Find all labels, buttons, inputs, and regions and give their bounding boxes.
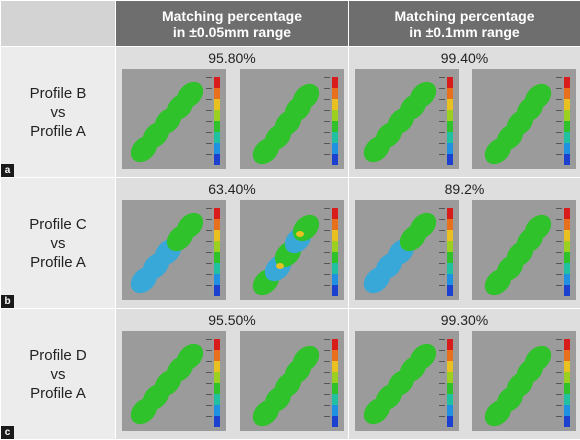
tooth-model-render <box>472 200 576 300</box>
scan-pair <box>116 200 348 300</box>
scan-image <box>240 331 344 431</box>
panel-tag: b <box>1 295 14 308</box>
match-percentage: 95.50% <box>116 309 348 331</box>
scan-image <box>240 69 344 169</box>
color-scale-bar <box>206 339 220 427</box>
scan-image <box>355 69 459 169</box>
color-scale-bar <box>439 339 453 427</box>
tooth-model-render <box>240 331 344 431</box>
tooth-model-render <box>355 200 459 300</box>
scan-image <box>355 200 459 300</box>
label-line: vs <box>1 234 115 253</box>
cell-0-1: 99.40% <box>349 47 580 178</box>
tooth-model-render <box>122 331 226 431</box>
scan-image <box>122 69 226 169</box>
color-scale-bar <box>206 77 220 165</box>
row-profile-d: Profile D vs Profile A c 95.50% 99.30% <box>1 309 580 440</box>
panel-tag: c <box>1 426 14 439</box>
header-0-05mm: Matching percentage in ±0.05mm range <box>116 1 349 47</box>
row-profile-b: Profile B vs Profile A a 95.80% 99.40% <box>1 47 580 178</box>
color-scale-bar <box>556 339 570 427</box>
label-line: vs <box>1 103 115 122</box>
scan-image <box>355 331 459 431</box>
color-scale-bar <box>439 77 453 165</box>
cell-0-05: 63.40% <box>116 178 349 309</box>
scan-image <box>122 200 226 300</box>
header-line: in ±0.1mm range <box>349 24 580 40</box>
scan-image <box>472 200 576 300</box>
tooth-model-render <box>355 331 459 431</box>
header-line: Matching percentage <box>116 8 348 24</box>
tooth-model-render <box>472 69 576 169</box>
match-percentage: 99.40% <box>349 47 580 69</box>
label-line: Profile C <box>1 215 115 234</box>
row-profile-c: Profile C vs Profile A b 63.40% 89.2% <box>1 178 580 309</box>
tooth-model <box>359 339 442 430</box>
row-label: Profile B vs Profile A a <box>1 47 116 178</box>
tooth-model <box>480 79 557 169</box>
tooth-model-render <box>122 69 226 169</box>
label-line: Profile D <box>1 346 115 365</box>
scan-pair <box>116 69 348 169</box>
label-line: Profile A <box>1 384 115 403</box>
color-scale-bar <box>324 208 338 296</box>
color-scale-bar <box>556 208 570 296</box>
header-corner <box>1 1 116 47</box>
cell-0-05: 95.80% <box>116 47 349 178</box>
cell-0-1: 99.30% <box>349 309 580 440</box>
header-line: Matching percentage <box>349 8 580 24</box>
scan-image <box>240 200 344 300</box>
tooth-model <box>359 208 442 299</box>
color-scale-bar <box>439 208 453 296</box>
tooth-model <box>480 210 557 300</box>
tooth-model <box>126 208 209 299</box>
color-scale-bar <box>556 77 570 165</box>
color-scale-bar <box>324 77 338 165</box>
match-percentage: 89.2% <box>349 178 580 200</box>
panel-tag: a <box>1 164 14 177</box>
label-line: Profile B <box>1 84 115 103</box>
color-scale-bar <box>206 208 220 296</box>
tooth-model <box>126 339 209 430</box>
label-line: Profile A <box>1 122 115 141</box>
scan-pair <box>116 331 348 431</box>
match-percentage: 99.30% <box>349 309 580 331</box>
cell-0-1: 89.2% <box>349 178 580 309</box>
tooth-model-render <box>355 69 459 169</box>
tooth-model <box>248 210 325 300</box>
label-line: Profile A <box>1 253 115 272</box>
header-line: in ±0.05mm range <box>116 24 348 40</box>
header-0-1mm: Matching percentage in ±0.1mm range <box>349 1 580 47</box>
cell-0-05: 95.50% <box>116 309 349 440</box>
match-percentage: 95.80% <box>116 47 348 69</box>
match-percentage: 63.40% <box>116 178 348 200</box>
tooth-model <box>126 77 209 168</box>
scan-pair <box>349 200 580 300</box>
row-label: Profile C vs Profile A b <box>1 178 116 309</box>
tooth-model-render <box>240 200 344 300</box>
tooth-model <box>248 341 325 431</box>
tooth-model-render <box>472 331 576 431</box>
scan-image <box>472 331 576 431</box>
scan-image <box>122 331 226 431</box>
scan-image <box>472 69 576 169</box>
row-label: Profile D vs Profile A c <box>1 309 116 440</box>
scan-pair <box>349 331 580 431</box>
tooth-model <box>480 341 557 431</box>
scan-pair <box>349 69 580 169</box>
color-scale-bar <box>324 339 338 427</box>
tooth-model-render <box>122 200 226 300</box>
tooth-model <box>359 77 442 168</box>
label-line: vs <box>1 365 115 384</box>
tooth-model <box>248 79 325 169</box>
tooth-model-render <box>240 69 344 169</box>
